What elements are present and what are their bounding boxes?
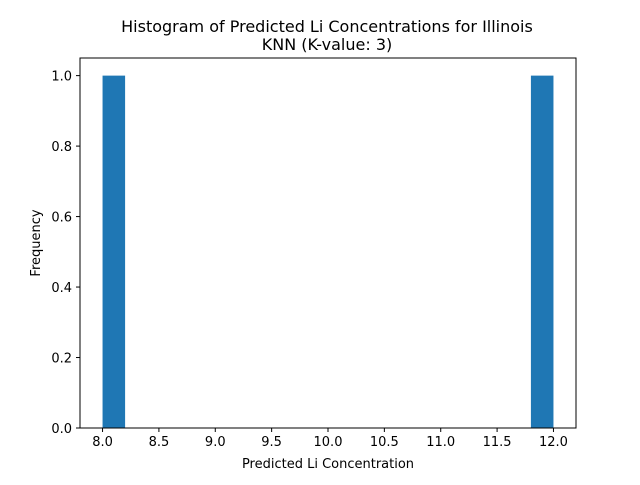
x-axis-label: Predicted Li Concentration <box>242 457 414 472</box>
x-tick-label-7: 11.0 <box>426 435 455 450</box>
y-axis-label: Frequency <box>29 209 44 276</box>
x-tick-label-4: 9.5 <box>261 435 282 450</box>
y-tick-label-1: 0.0 <box>51 422 72 437</box>
x-tick-label-6: 10.5 <box>370 435 399 450</box>
x-tick-label-8: 11.5 <box>483 435 512 450</box>
bars-layer <box>102 75 554 429</box>
y-tick-label-6: 1.0 <box>51 70 72 85</box>
x-tick-label-9: 12.0 <box>539 435 568 450</box>
ticks-layer: 8.0 8.5 9.0 9.5 10.0 10.5 11.0 11.5 12.0 0.0 0.2 0.… <box>51 70 568 450</box>
chart-subtitle: KNN (K-value: 3) <box>262 35 393 54</box>
y-tick-label-5: 0.8 <box>51 140 72 155</box>
histogram-bar-1 <box>102 75 126 429</box>
plot-area-frame <box>79 57 577 429</box>
y-tick-label-2: 0.2 <box>51 352 72 367</box>
x-tick-label-1: 8.0 <box>92 435 113 450</box>
x-tick-label-5: 10.0 <box>314 435 343 450</box>
histogram-bar-2 <box>530 75 554 429</box>
chart-title: Histogram of Predicted Li Concentrations… <box>121 17 533 36</box>
x-tick-label-3: 9.0 <box>205 435 226 450</box>
y-tick-label-4: 0.6 <box>51 211 72 226</box>
x-tick-label-2: 8.5 <box>149 435 170 450</box>
y-tick-label-3: 0.4 <box>51 281 72 296</box>
